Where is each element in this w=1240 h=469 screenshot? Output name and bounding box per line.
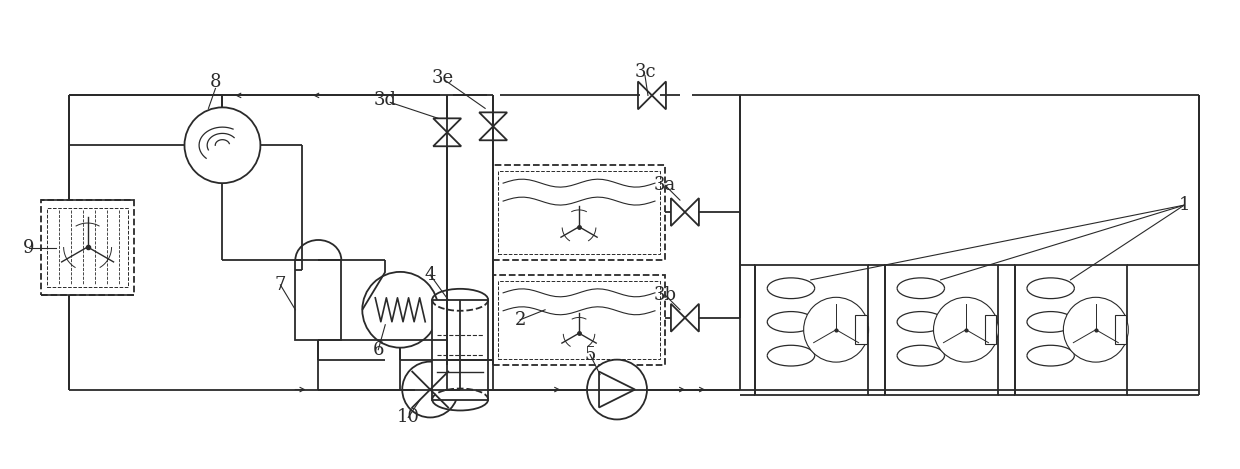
Text: 3a: 3a [653, 176, 676, 194]
Polygon shape [671, 304, 684, 332]
Circle shape [934, 297, 998, 362]
Bar [985, 316, 997, 344]
Polygon shape [671, 198, 684, 226]
Bar [498, 171, 660, 254]
Bar [41, 200, 134, 295]
Text: 9: 9 [22, 239, 35, 257]
Text: 5: 5 [584, 346, 595, 363]
Polygon shape [599, 371, 635, 408]
Polygon shape [684, 304, 699, 332]
Bar [433, 300, 489, 400]
Bar [884, 265, 997, 394]
Circle shape [185, 107, 260, 183]
Circle shape [1064, 297, 1128, 362]
Polygon shape [684, 198, 699, 226]
Bar [1014, 265, 1127, 394]
Polygon shape [652, 82, 666, 109]
Circle shape [362, 272, 438, 348]
Text: 4: 4 [424, 266, 436, 284]
Bar [755, 265, 868, 394]
Polygon shape [479, 113, 507, 126]
Circle shape [804, 297, 868, 362]
Text: 3e: 3e [432, 69, 454, 87]
Polygon shape [433, 118, 461, 132]
Text: 3d: 3d [373, 91, 397, 109]
Text: 7: 7 [275, 276, 286, 294]
Circle shape [402, 362, 459, 417]
Bar [498, 281, 660, 359]
Text: 3b: 3b [653, 286, 677, 304]
Polygon shape [479, 126, 507, 140]
Text: 2: 2 [515, 311, 526, 329]
Bar [295, 260, 341, 340]
Bar [494, 275, 665, 364]
Bar [47, 208, 128, 287]
Bar [494, 165, 665, 260]
Text: 1: 1 [1178, 196, 1190, 214]
Bar [856, 316, 867, 344]
Bar [1115, 316, 1126, 344]
Text: 3c: 3c [634, 63, 656, 82]
Polygon shape [637, 82, 652, 109]
Text: 10: 10 [397, 408, 419, 426]
Polygon shape [433, 132, 461, 146]
Text: 6: 6 [372, 340, 384, 359]
Circle shape [587, 360, 647, 419]
Text: 8: 8 [210, 74, 221, 91]
